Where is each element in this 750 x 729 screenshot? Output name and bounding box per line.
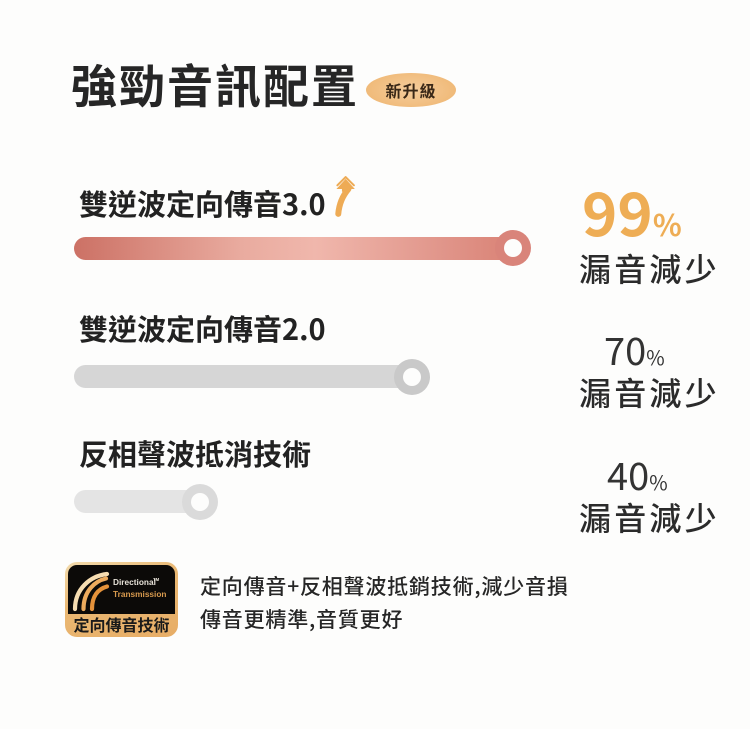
svg-text:Directional: Directional xyxy=(113,577,156,587)
svg-text:Transmission: Transmission xyxy=(113,589,167,599)
svg-text:TM: TM xyxy=(153,577,160,582)
